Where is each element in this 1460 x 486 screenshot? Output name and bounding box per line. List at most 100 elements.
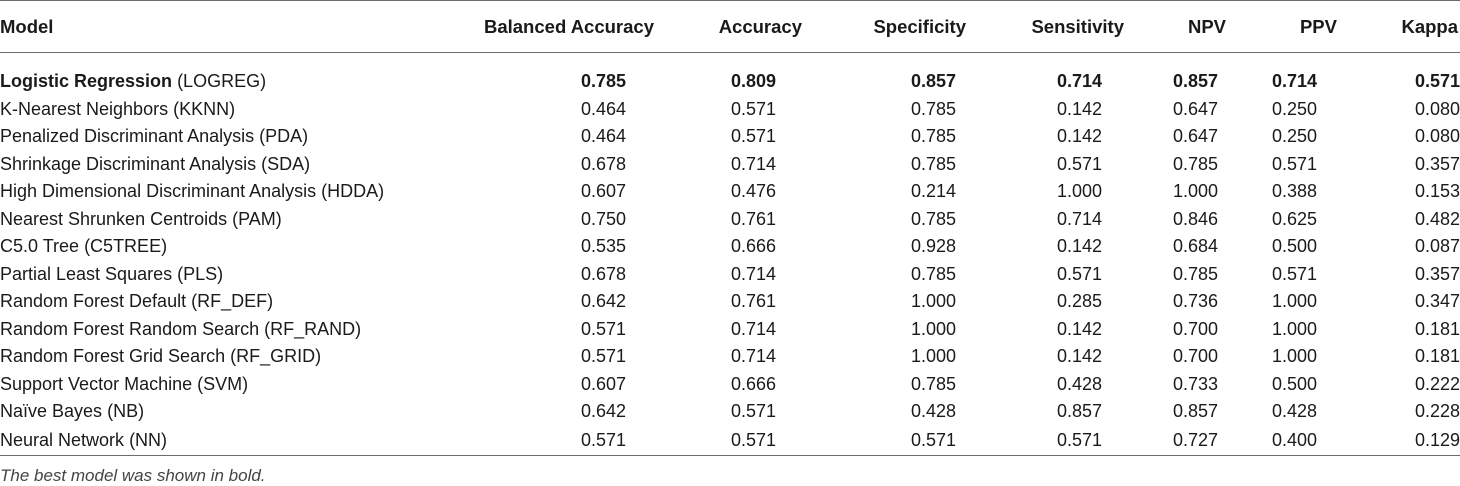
balanced-accuracy-cell: 0.571 — [470, 425, 654, 456]
balanced-accuracy-cell: 0.750 — [580, 208, 626, 229]
kappa-cell: 0.222 — [1414, 373, 1460, 394]
model-abbreviation: (NN) — [129, 429, 168, 450]
model-abbreviation: (NB) — [107, 401, 145, 422]
sensitivity-cell: 0.428 — [1056, 373, 1102, 394]
kappa-cell: 0.181 — [1414, 318, 1460, 339]
model-cell: Logistic Regression (LOGREG) — [0, 53, 470, 96]
ppv-cell: 0.500 — [1271, 373, 1317, 394]
model-abbreviation: (PAM) — [232, 208, 282, 229]
accuracy-cell: 0.571 — [730, 98, 776, 119]
balanced-accuracy-cell: 0.571 — [580, 318, 626, 339]
table-row: Shrinkage Discriminant Analysis (SDA) 0.6… — [0, 151, 1460, 179]
sensitivity-cell: 0.857 — [1056, 401, 1102, 422]
table-row: Support Vector Machine (SVM) 0.607 0.666 0.… — [0, 371, 1460, 399]
specificity-cell: 1.000 — [910, 318, 956, 339]
model-abbreviation: (HDDA) — [321, 181, 385, 202]
npv-cell: 0.647 — [1172, 126, 1218, 147]
table-row: Partial Least Squares (PLS) 0.678 0.714 0.7… — [0, 261, 1460, 289]
ppv-cell: 0.625 — [1271, 208, 1317, 229]
model-abbreviation: (C5TREE) — [84, 236, 168, 257]
balanced-accuracy-cell: 0.571 — [580, 346, 626, 367]
npv-cell: 0.846 — [1172, 208, 1218, 229]
accuracy-cell: 0.666 — [730, 236, 776, 257]
npv-cell: 0.700 — [1172, 318, 1218, 339]
model-cell: Nearest Shrunken Centroids (PAM) — [0, 206, 470, 234]
column-header-npv: NPV — [1124, 0, 1226, 53]
sensitivity-cell: 0.714 — [1056, 70, 1102, 91]
sensitivity-cell: 0.142 — [1056, 126, 1102, 147]
results-table: Model Balanced Accuracy Accuracy Specifi… — [0, 0, 1460, 456]
column-header-balanced-accuracy: Balanced Accuracy — [470, 0, 654, 53]
model-name: Neural Network — [0, 429, 125, 450]
kappa-cell: 0.482 — [1414, 208, 1460, 229]
model-abbreviation: (SDA) — [261, 153, 311, 174]
model-cell: C5.0 Tree (C5TREE) — [0, 233, 470, 261]
specificity-cell: 0.785 — [910, 208, 956, 229]
npv-cell: 0.733 — [1172, 373, 1218, 394]
balanced-accuracy-cell: 0.678 — [580, 263, 626, 284]
balanced-accuracy-cell: 0.607 — [580, 373, 626, 394]
specificity-cell: 0.428 — [910, 401, 956, 422]
balanced-accuracy-cell: 0.607 — [580, 181, 626, 202]
npv-cell: 0.647 — [1172, 98, 1218, 119]
balanced-accuracy-cell: 0.678 — [580, 153, 626, 174]
model-cell: Penalized Discriminant Analysis (PDA) — [0, 123, 470, 151]
accuracy-cell: 0.714 — [730, 346, 776, 367]
model-abbreviation: (PDA) — [259, 126, 309, 147]
specificity-cell: 0.571 — [802, 425, 966, 456]
kappa-cell: 0.347 — [1414, 291, 1460, 312]
specificity-cell: 0.785 — [910, 126, 956, 147]
model-abbreviation: (KKNN) — [173, 98, 236, 119]
model-name: Random Forest Default — [0, 291, 187, 312]
column-header-specificity: Specificity — [802, 0, 966, 53]
table-row: Logistic Regression (LOGREG) 0.785 0.809 0.… — [0, 53, 1460, 96]
specificity-cell: 0.785 — [910, 373, 956, 394]
accuracy-cell: 0.666 — [730, 373, 776, 394]
sensitivity-cell: 0.714 — [1056, 208, 1102, 229]
accuracy-cell: 0.714 — [730, 318, 776, 339]
specificity-cell: 0.785 — [910, 98, 956, 119]
model-abbreviation: (LOGREG) — [177, 70, 267, 91]
model-name: Naïve Bayes — [0, 401, 103, 422]
table-row: Random Forest Default (RF_DEF) 0.642 0.761… — [0, 288, 1460, 316]
model-name: C5.0 Tree — [0, 236, 80, 257]
model-cell: Random Forest Grid Search (RF_GRID) — [0, 343, 470, 371]
npv-cell: 0.785 — [1172, 263, 1218, 284]
sensitivity-cell: 0.571 — [1056, 263, 1102, 284]
model-abbreviation: (RF_RAND) — [264, 318, 362, 339]
accuracy-cell: 0.571 — [654, 425, 802, 456]
kappa-cell: 0.080 — [1414, 98, 1460, 119]
table-row: Nearest Shrunken Centroids (PAM) 0.750 0.7… — [0, 206, 1460, 234]
model-name: Nearest Shrunken Centroids — [0, 208, 228, 229]
npv-cell: 0.857 — [1172, 401, 1218, 422]
ppv-cell: 0.388 — [1271, 181, 1317, 202]
model-abbreviation: (PLS) — [177, 263, 224, 284]
npv-cell: 0.785 — [1172, 153, 1218, 174]
kappa-cell: 0.571 — [1414, 70, 1460, 91]
model-cell: Neural Network (NN) — [0, 425, 470, 456]
specificity-cell: 0.857 — [910, 70, 956, 91]
accuracy-cell: 0.809 — [730, 70, 776, 91]
column-header-kappa: Kappa — [1337, 0, 1460, 53]
model-cell: Support Vector Machine (SVM) — [0, 371, 470, 399]
sensitivity-cell: 0.142 — [1056, 98, 1102, 119]
sensitivity-cell: 0.571 — [1056, 153, 1102, 174]
table-body: Logistic Regression (LOGREG) 0.785 0.809 0.… — [0, 53, 1460, 456]
npv-cell: 0.736 — [1172, 291, 1218, 312]
model-abbreviation: (SVM) — [197, 373, 249, 394]
column-header-ppv: PPV — [1226, 0, 1337, 53]
column-header-model: Model — [0, 0, 470, 53]
balanced-accuracy-cell: 0.785 — [580, 70, 626, 91]
model-name: K-Nearest Neighbors — [0, 98, 169, 119]
model-cell: Partial Least Squares (PLS) — [0, 261, 470, 289]
kappa-cell: 0.129 — [1337, 425, 1460, 456]
kappa-cell: 0.228 — [1414, 401, 1460, 422]
model-name: Random Forest Grid Search — [0, 346, 226, 367]
sensitivity-cell: 0.571 — [966, 425, 1124, 456]
specificity-cell: 1.000 — [910, 346, 956, 367]
sensitivity-cell: 0.142 — [1056, 318, 1102, 339]
balanced-accuracy-cell: 0.642 — [580, 401, 626, 422]
table-row: K-Nearest Neighbors (KKNN) 0.464 0.571 0.78… — [0, 96, 1460, 124]
kappa-cell: 0.181 — [1414, 346, 1460, 367]
model-cell: Naïve Bayes (NB) — [0, 398, 470, 426]
